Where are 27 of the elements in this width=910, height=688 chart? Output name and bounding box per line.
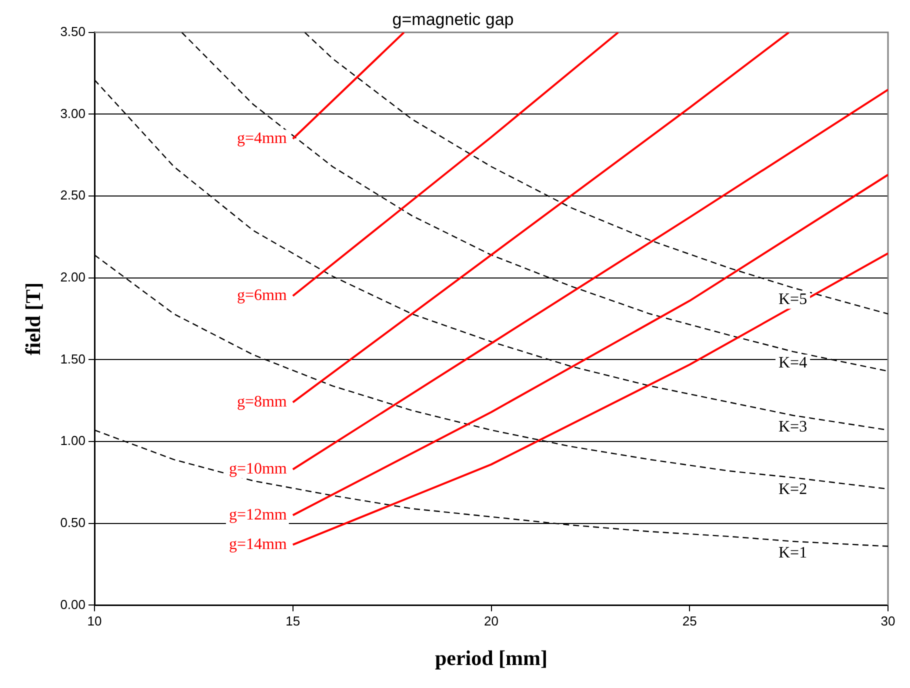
x-tick-label: 15 [286,614,300,629]
series-label: K=4 [778,354,808,372]
y-tick-label: 1.00 [60,433,86,448]
y-tick-label: 0.00 [60,596,86,612]
y-tick-label: 2.00 [60,269,86,284]
x-tick-label: 25 [682,614,697,629]
y-tick-label: 1.50 [60,351,86,366]
y-tick-label: 0.50 [60,514,86,530]
series-label: g=4mm [236,130,288,147]
x-tick-label: 20 [484,614,498,629]
series-label: K=1 [778,544,808,562]
series-label: g=8mm [236,393,288,410]
y-axis-title: field [T] [21,282,46,356]
x-tick-label: 30 [880,614,896,629]
chart-title: g=magnetic gap [392,10,514,29]
y-tick-label: 3.00 [60,106,86,121]
series-label: g=12mm [228,506,288,524]
series-label: g=6mm [236,287,288,304]
series-label: K=3 [778,418,808,436]
y-tick-label: 2.50 [60,188,86,203]
x-tick-label: 10 [87,614,102,629]
series-label: g=14mm [228,536,288,553]
series-label: K=2 [778,480,808,498]
y-tick-label: 3.50 [60,24,86,39]
series-label: K=5 [778,290,808,308]
x-axis-title: period [mm] [434,646,548,670]
series-label: g=10mm [228,460,288,478]
